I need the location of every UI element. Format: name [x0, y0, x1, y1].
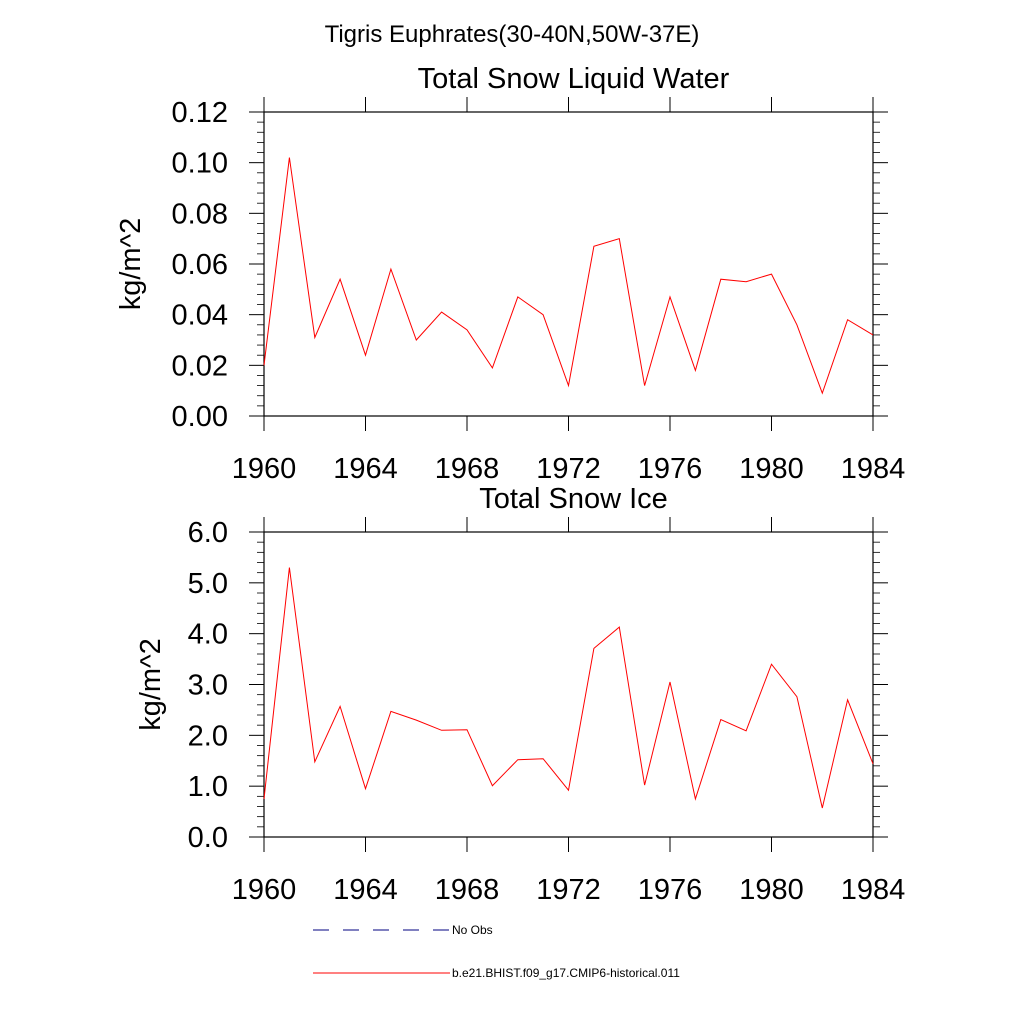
y-tick-label: 0.12 [172, 97, 228, 129]
x-tick-label: 1968 [435, 453, 500, 485]
chart-title: Total Snow Liquid Water [418, 63, 730, 95]
y-tick-label: 0.06 [172, 249, 228, 281]
y-tick-label: 0.08 [172, 198, 228, 230]
y-tick-label: 2.0 [188, 720, 228, 752]
x-tick-label: 1980 [739, 874, 804, 906]
plot-frame [263, 531, 874, 838]
y-tick-label: 1.0 [188, 771, 228, 803]
legend: No Obs b.e21.BHIST.f09_g17.CMIP6-historic… [313, 923, 680, 980]
panel-snow-liquid-water: Total Snow Liquid Water 1960 1964 1968 1972 1… [115, 63, 905, 485]
y-tick-label: 3.0 [188, 670, 228, 702]
legend-label-0: No Obs [452, 923, 493, 937]
x-tick-label: 1968 [435, 874, 500, 906]
x-tick-label: 1960 [232, 453, 297, 485]
x-tick-label: 1964 [333, 453, 398, 485]
x-tick-label: 1984 [841, 453, 906, 485]
x-tick-label: 1960 [232, 874, 297, 906]
series-line-0 [263, 567, 874, 809]
x-tick-label: 1980 [739, 453, 804, 485]
y-tick-label: 0.00 [172, 401, 228, 433]
x-tick-label: 1964 [333, 874, 398, 906]
y-tick-label: 4.0 [188, 619, 228, 651]
y-tick-label: 6.0 [188, 517, 228, 549]
x-tick-label: 1984 [841, 874, 906, 906]
panel-snow-ice: Total Snow Ice 1960 1964 1968 1972 1976 1980 19… [135, 483, 905, 906]
figure-suptitle: Tigris Euphrates(30-40N,50W-37E) [325, 21, 700, 48]
legend-label-1: b.e21.BHIST.f09_g17.CMIP6-historical.011 [452, 966, 680, 980]
y-tick-label: 0.10 [172, 148, 228, 180]
x-tick-label: 1972 [536, 874, 601, 906]
y-tick-label: 0.02 [172, 350, 228, 382]
y-axis-label: kg/m^2 [135, 638, 167, 731]
x-tick-label: 1976 [638, 453, 703, 485]
y-tick-label: 5.0 [188, 568, 228, 600]
chart-title: Total Snow Ice [479, 483, 668, 515]
x-tick-label: 1976 [638, 874, 703, 906]
y-tick-label: 0.04 [172, 300, 228, 332]
plot-frame [263, 111, 874, 417]
y-axis-label: kg/m^2 [115, 218, 147, 311]
y-tick-label: 0.0 [188, 822, 228, 854]
x-tick-label: 1972 [536, 453, 601, 485]
series-line-0 [263, 157, 874, 395]
